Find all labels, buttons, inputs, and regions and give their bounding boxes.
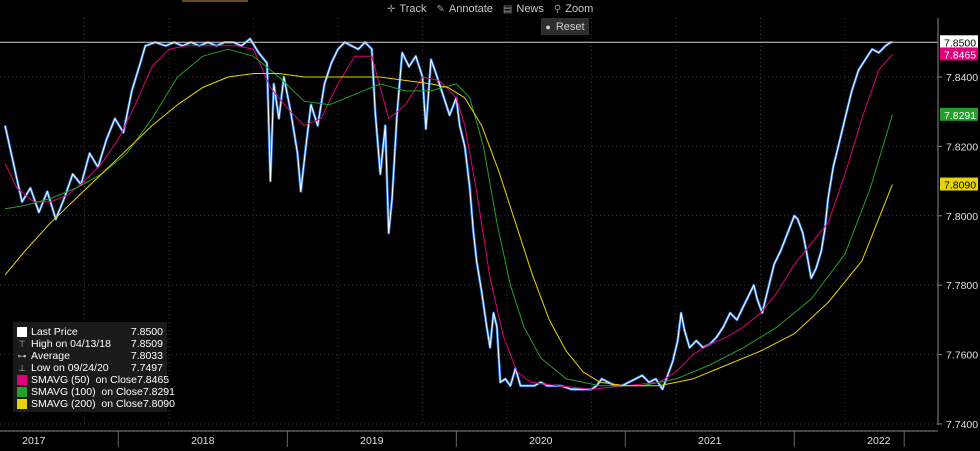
legend-value: 7.8291 (142, 386, 175, 398)
pencil-icon: ✎ (436, 3, 445, 15)
reset-button[interactable]: ● Reset (541, 18, 589, 35)
news-button[interactable]: ▤ News (498, 3, 549, 15)
newspaper-icon: ▤ (502, 3, 513, 15)
price-badge-label: 7.8090 (944, 180, 976, 192)
legend-value: 7.8090 (142, 398, 175, 410)
x-tick-label: 2022 (867, 435, 891, 447)
track-label: Track (399, 3, 427, 15)
moving-average-line (4, 73, 893, 387)
legend-value: 7.8509 (130, 338, 163, 350)
white-square-icon (17, 327, 27, 337)
legend-label: Last Price (31, 326, 78, 338)
crosshair-icon: ✛ (387, 3, 396, 15)
legend-value: 7.8500 (130, 326, 163, 338)
circle-icon: ● (545, 21, 551, 32)
annotate-label: Annotate (448, 3, 493, 15)
top-accent-bar (182, 0, 248, 2)
low-marker-icon: ⊥ (18, 363, 26, 373)
legend-row-smavg-200[interactable]: SMAVG (200) on Close 7.8090 (17, 398, 175, 410)
legend-label: High on 04/13/18 (31, 338, 111, 350)
legend-label: SMAVG (200) on Close (31, 398, 143, 410)
legend-value: 7.8465 (137, 374, 170, 386)
legend-label: Average (31, 350, 70, 362)
price-badge (940, 107, 978, 121)
x-tick-label: 2020 (529, 435, 553, 447)
track-button[interactable]: ✛ Track (382, 3, 431, 15)
price-badge (940, 47, 978, 61)
news-label: News (516, 3, 544, 15)
magnifier-icon: ⚲ (553, 3, 562, 15)
legend-row-smavg-50[interactable]: SMAVG (50) on Close 7.8465 (17, 374, 169, 386)
zoom-button[interactable]: ⚲ Zoom (549, 3, 598, 15)
legend-row-average[interactable]: ⊶ Average 7.8033 (17, 350, 164, 362)
x-tick-label: 2017 (22, 435, 46, 447)
chart-toolbar: ✛ Track ✎ Annotate ▤ News ⚲ Zoom (382, 0, 598, 18)
y-tick-label: 7.7600 (946, 350, 978, 362)
x-tick-label: 2018 (191, 435, 215, 447)
annotate-button[interactable]: ✎ Annotate (431, 3, 497, 15)
yellow-square-icon (17, 399, 27, 409)
x-tick-label: 2019 (360, 435, 384, 447)
high-marker-icon: ⊤ (18, 339, 26, 349)
moving-average-line (5, 48, 893, 387)
legend-value: 7.7497 (130, 362, 163, 374)
price-badge (940, 35, 978, 49)
legend-label: Low on 09/24/20 (31, 362, 109, 374)
x-tick-label: 2021 (698, 435, 722, 447)
price-badge-label: 7.8465 (944, 49, 976, 61)
price-badge (940, 177, 978, 191)
legend-row-high[interactable]: ⊤ High on 04/13/18 7.8509 (17, 338, 163, 350)
average-marker-icon: ⊶ (17, 351, 27, 361)
legend-row-smavg-100[interactable]: SMAVG (100) on Close 7.8291 (17, 386, 175, 398)
legend-value: 7.8033 (130, 350, 163, 362)
y-tick-label: 7.8000 (946, 211, 978, 223)
chart-legend: Last Price 7.8500 ⊤ High on 04/13/18 7.8… (13, 322, 175, 412)
zoom-label: Zoom (565, 3, 594, 15)
price-badge-label: 7.8291 (944, 110, 976, 122)
green-square-icon (17, 387, 27, 397)
legend-label: SMAVG (50) on Close (31, 374, 138, 386)
y-tick-label: 7.8400 (946, 72, 978, 84)
y-tick-label: 7.7400 (946, 419, 978, 431)
legend-row-last-price[interactable]: Last Price 7.8500 (17, 326, 163, 338)
legend-row-low[interactable]: ⊥ Low on 09/24/20 7.7497 (17, 362, 163, 374)
moving-average-line (4, 45, 893, 390)
price-badge-label: 7.8500 (944, 37, 976, 49)
y-tick-label: 7.7800 (946, 280, 978, 292)
reset-label: Reset (555, 20, 585, 33)
y-tick-label: 7.8200 (946, 141, 978, 153)
legend-label: SMAVG (100) on Close (31, 386, 143, 398)
magenta-square-icon (17, 375, 27, 385)
